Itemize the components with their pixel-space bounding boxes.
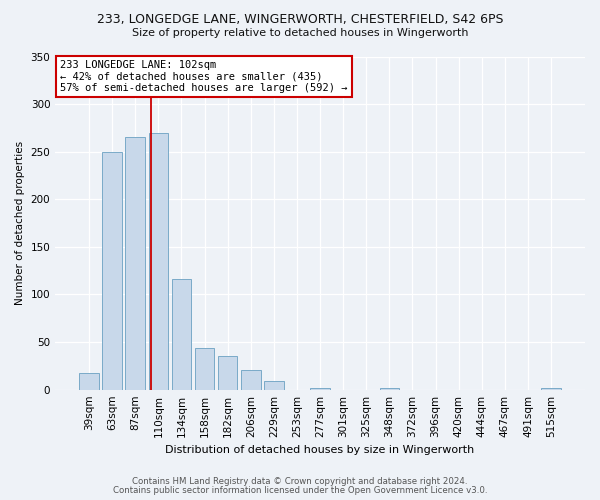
Bar — [103, 152, 122, 390]
Bar — [195, 348, 214, 390]
Text: Contains public sector information licensed under the Open Government Licence v3: Contains public sector information licen… — [113, 486, 487, 495]
Bar — [149, 132, 168, 390]
Bar — [125, 138, 145, 390]
X-axis label: Distribution of detached houses by size in Wingerworth: Distribution of detached houses by size … — [166, 445, 475, 455]
Bar — [218, 356, 238, 390]
Text: 233, LONGEDGE LANE, WINGERWORTH, CHESTERFIELD, S42 6PS: 233, LONGEDGE LANE, WINGERWORTH, CHESTER… — [97, 12, 503, 26]
Bar — [541, 388, 561, 390]
Bar — [380, 388, 399, 390]
Text: Contains HM Land Registry data © Crown copyright and database right 2024.: Contains HM Land Registry data © Crown c… — [132, 477, 468, 486]
Bar — [79, 372, 99, 390]
Y-axis label: Number of detached properties: Number of detached properties — [15, 141, 25, 305]
Bar — [241, 370, 260, 390]
Text: 233 LONGEDGE LANE: 102sqm
← 42% of detached houses are smaller (435)
57% of semi: 233 LONGEDGE LANE: 102sqm ← 42% of detac… — [61, 60, 348, 93]
Bar — [172, 280, 191, 390]
Bar — [264, 381, 284, 390]
Bar — [310, 388, 330, 390]
Text: Size of property relative to detached houses in Wingerworth: Size of property relative to detached ho… — [132, 28, 468, 38]
